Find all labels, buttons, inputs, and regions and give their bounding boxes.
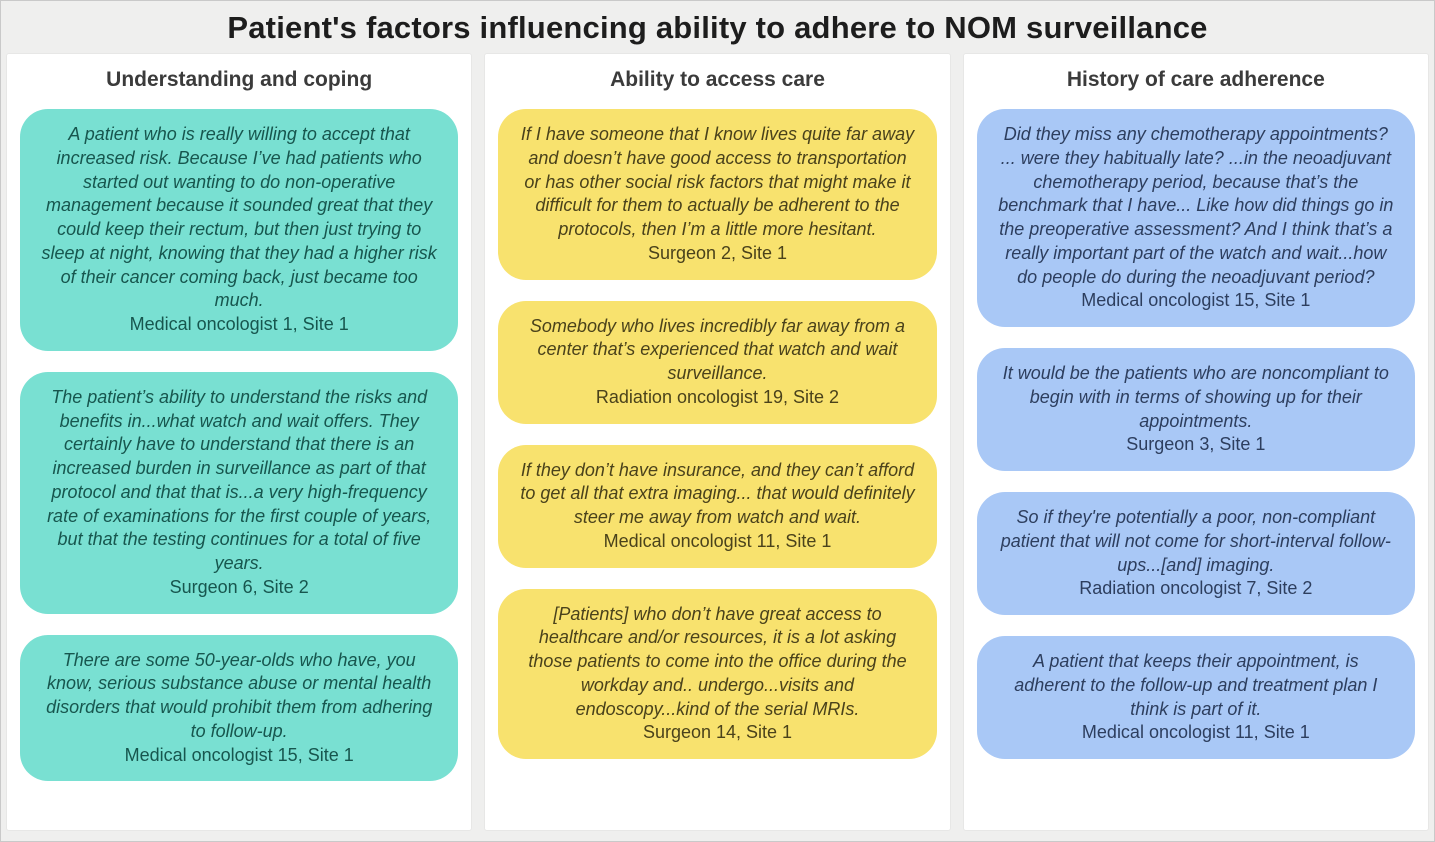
column-understanding-and-coping: Understanding and coping A patient who i… (7, 54, 472, 830)
quote-attribution: Surgeon 6, Site 2 (169, 576, 309, 597)
quote-box: So if they're potentially a poor, non-co… (976, 492, 1415, 615)
quote-attribution: Medical oncologist 15, Site 1 (124, 744, 354, 765)
quote-text: Did they miss any chemotherapy appointme… (998, 124, 1394, 287)
quote-box: Somebody who lives incredibly far away f… (498, 300, 937, 424)
quote-text: [Patients] who don’t have great access t… (528, 603, 907, 719)
quote-text: Somebody who lives incredibly far away f… (529, 315, 906, 384)
quote-box: [Patients] who don’t have great access t… (498, 588, 937, 759)
quote-attribution: Radiation oncologist 7, Site 2 (1079, 578, 1313, 599)
column-header: History of care adherence (1066, 68, 1325, 91)
quote-box: If they don’t have insurance, and they c… (498, 444, 937, 568)
quote-attribution: Surgeon 2, Site 1 (647, 242, 788, 263)
quote-attribution: Surgeon 14, Site 1 (642, 722, 793, 743)
quote-attribution: Medical oncologist 11, Site 1 (1081, 722, 1310, 743)
quote-attribution: Surgeon 3, Site 1 (1126, 434, 1266, 455)
quote-text: The patient’s ability to understand the … (47, 386, 432, 573)
quote-box: If I have someone that I know lives quit… (498, 109, 937, 280)
quote-box: Did they miss any chemotherapy appointme… (976, 109, 1415, 327)
quote-text: A patient that keeps their appointment, … (1014, 651, 1378, 719)
quote-text: It would be the patients who are noncomp… (1002, 363, 1389, 431)
figure-title: Patient's factors influencing ability to… (227, 10, 1208, 45)
quote-attribution: Medical oncologist 1, Site 1 (129, 314, 349, 334)
column-header: Ability to access care (610, 68, 825, 91)
quote-attribution: Medical oncologist 15, Site 1 (1081, 290, 1311, 311)
quote-text: There are some 50-year-olds who have, yo… (46, 649, 433, 741)
quote-box: The patient’s ability to understand the … (20, 371, 459, 614)
columns-container: Understanding and coping A patient who i… (1, 52, 1434, 830)
quote-attribution: Medical oncologist 11, Site 1 (603, 530, 832, 551)
quote-box: There are some 50-year-olds who have, yo… (20, 634, 459, 782)
quote-box: A patient that keeps their appointment, … (976, 636, 1415, 759)
quote-box: It would be the patients who are noncomp… (976, 348, 1415, 471)
column-header: Understanding and coping (106, 68, 373, 91)
quote-attribution: Radiation oncologist 19, Site 2 (595, 386, 840, 407)
quote-text: If I have someone that I know lives quit… (520, 124, 915, 239)
quote-text: So if they're potentially a poor, non-co… (1000, 507, 1391, 575)
quote-box: A patient who is really willing to accep… (20, 109, 459, 351)
quote-text: A patient who is really willing to accep… (41, 124, 437, 311)
quote-text: If they don’t have insurance, and they c… (520, 459, 915, 528)
column-ability-to-access-care: Ability to access care If I have someone… (485, 54, 950, 830)
column-history-of-care-adherence: History of care adherence Did they miss … (963, 54, 1428, 830)
